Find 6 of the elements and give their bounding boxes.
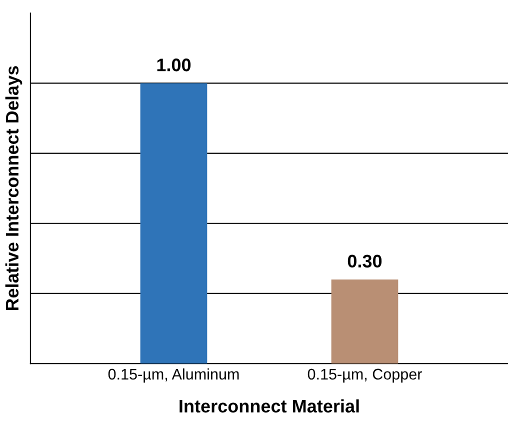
x-tick-label: 0.15-µm, Copper <box>308 368 422 383</box>
data-label: 1.00 <box>157 58 191 72</box>
data-label: 0.30 <box>348 254 382 268</box>
y-axis-title: Relative Interconnect Delays <box>5 66 22 310</box>
x-axis-title: Interconnect Material <box>180 399 359 413</box>
x-tick-label: 0.15-µm, Aluminum <box>108 368 239 383</box>
